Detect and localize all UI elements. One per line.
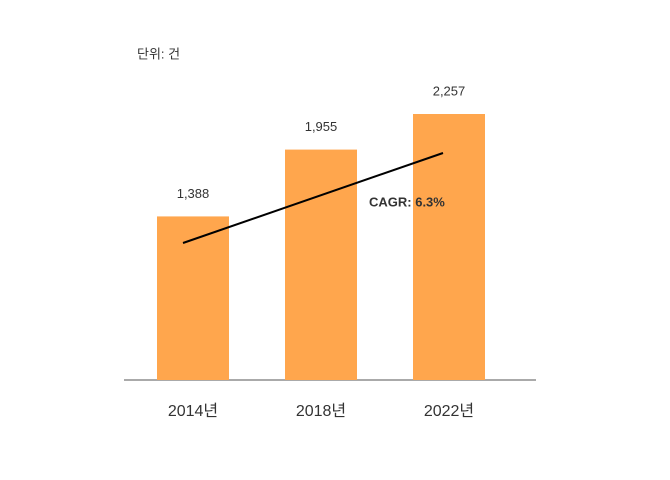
value-label: 2,257 bbox=[433, 83, 466, 98]
value-label: 1,388 bbox=[177, 186, 210, 201]
bar bbox=[413, 114, 485, 380]
x-tick-label: 2014년 bbox=[168, 402, 218, 420]
x-tick-label: 2018년 bbox=[296, 402, 346, 420]
x-tick-label: 2022년 bbox=[424, 402, 474, 420]
unit-label: 단위: 건 bbox=[137, 46, 180, 61]
annotation: CAGR: 6.3% bbox=[369, 194, 445, 209]
trend-line bbox=[182, 152, 444, 244]
bar bbox=[285, 149, 357, 380]
value-label: 1,955 bbox=[305, 119, 338, 134]
bar bbox=[157, 216, 229, 380]
